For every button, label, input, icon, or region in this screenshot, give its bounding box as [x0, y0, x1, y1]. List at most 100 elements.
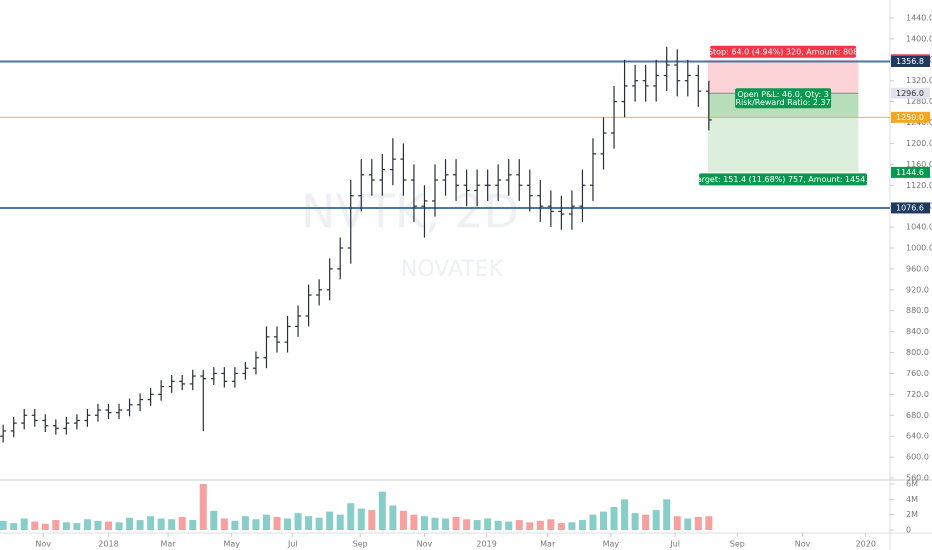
volume-bar	[157, 518, 165, 530]
volume-bar	[452, 516, 460, 530]
x-tick-label: 2020	[856, 540, 876, 549]
volume-bar	[210, 510, 218, 530]
volume-bar	[684, 518, 692, 530]
volume-bar	[336, 514, 344, 530]
volume-bar	[20, 518, 28, 530]
y-tick-label: 1440.0	[906, 13, 932, 22]
volume-bar	[199, 484, 207, 530]
volume-bar	[673, 516, 681, 530]
y-tick-label: 1400.0	[906, 34, 932, 43]
hline-price-label-bg	[891, 202, 930, 214]
volume-bar	[326, 511, 334, 530]
stop-text: Stop: 64.0 (4.94%) 320, Amount: 808	[708, 47, 858, 56]
last-price-label: 1250.0	[896, 113, 924, 122]
x-tick-label: Nov	[795, 540, 811, 549]
volume-bar	[241, 516, 249, 530]
volume-bar	[536, 520, 544, 530]
hline-price-label: 1076.6	[896, 203, 924, 212]
x-tick-label: Jul	[287, 540, 298, 549]
volume-bar	[410, 514, 418, 530]
hline-price-label-bg	[891, 55, 930, 67]
y-tick-label: 1000.0	[906, 243, 932, 252]
volume-bar	[347, 503, 355, 530]
watermark-sub: NOVATEK	[401, 257, 504, 282]
pnl-text: Open P&L: 46.0, Qty: 3	[737, 90, 828, 99]
volume-bar	[389, 505, 397, 530]
x-tick-label: Jul	[669, 540, 680, 549]
volume-bar	[315, 517, 323, 530]
volume-bar	[578, 520, 586, 530]
volume-bar	[494, 520, 502, 530]
volume-bar	[136, 520, 144, 530]
y-tick-label: 920.0	[906, 285, 929, 294]
volume-bar	[589, 514, 597, 530]
volume-bar	[705, 516, 713, 530]
y-tick-label: 1200.0	[906, 139, 932, 148]
volume-bar	[220, 518, 228, 530]
v-tick-label: 6M	[906, 480, 918, 489]
volume-bar	[294, 513, 302, 530]
y-tick-label: 960.0	[906, 264, 929, 273]
y-tick-label: 840.0	[906, 327, 929, 336]
volume-bar	[431, 517, 439, 530]
last-price-label-bg	[891, 111, 930, 123]
pnl-bg	[735, 88, 832, 109]
volume-bar	[189, 520, 197, 530]
volume-bar	[463, 519, 471, 530]
volume-bar	[73, 523, 81, 530]
volume-bar	[378, 491, 386, 530]
y-tick-label: 760.0	[906, 369, 929, 378]
volume-bar	[652, 510, 660, 530]
volume-bar	[484, 518, 492, 530]
v-tick-label: 2M	[906, 510, 918, 519]
y-tick-label: 1120.0	[906, 181, 932, 190]
volume-bar	[262, 514, 270, 530]
volume-bar	[168, 519, 176, 530]
y-tick-label: 880.0	[906, 306, 929, 315]
volume-bar	[399, 510, 407, 530]
x-tick-label: Sep	[730, 540, 745, 549]
y-tick-label: 1160.0	[906, 160, 932, 169]
volume-bar	[600, 511, 608, 530]
target-text: Target: 151.4 (11.68%) 757, Amount: 1454…	[692, 175, 873, 184]
volume-bar	[115, 522, 123, 530]
volume-bar	[52, 520, 60, 530]
x-tick-label: Mar	[160, 540, 176, 549]
rr-text: Risk/Reward Ratio: 2.37	[735, 98, 830, 107]
target-price-label: 1144.6	[896, 168, 924, 177]
volume-bar	[178, 516, 186, 530]
volume-bar	[621, 499, 629, 530]
volume-bar	[526, 522, 534, 530]
target-price-label-bg	[891, 166, 930, 178]
volume-bar	[273, 516, 281, 530]
x-tick-label: Mar	[540, 540, 556, 549]
y-tick-label: 800.0	[906, 348, 929, 357]
v-tick-label: 4M	[906, 495, 918, 504]
hline-price-label: 1356.8	[896, 57, 924, 66]
volume-bar	[126, 517, 134, 530]
volume-bar	[231, 520, 239, 530]
volume-bar	[147, 516, 155, 530]
x-tick-label: Nov	[417, 540, 433, 549]
y-tick-label: 720.0	[906, 390, 929, 399]
volume-bar	[41, 523, 49, 530]
volume-bar	[62, 522, 70, 530]
x-tick-label: 2018	[98, 540, 118, 549]
volume-bar	[252, 519, 260, 530]
volume-bar	[94, 520, 102, 530]
x-tick-label: May	[603, 540, 620, 549]
volume-bar	[642, 514, 650, 530]
volume-bar	[557, 523, 565, 530]
v-tick-label: 0	[906, 526, 911, 535]
x-tick-label: Sep	[353, 540, 368, 549]
y-tick-label: 680.0	[906, 411, 929, 420]
y-tick-label: 1040.0	[906, 223, 932, 232]
watermark: NVTK, 2D	[301, 185, 519, 239]
x-tick-label: May	[223, 540, 240, 549]
volume-bar	[515, 520, 523, 530]
volume-bar	[694, 516, 702, 530]
target-text-bg	[699, 173, 868, 186]
volume-bar	[473, 520, 481, 530]
x-tick-label: 2019	[476, 540, 496, 549]
